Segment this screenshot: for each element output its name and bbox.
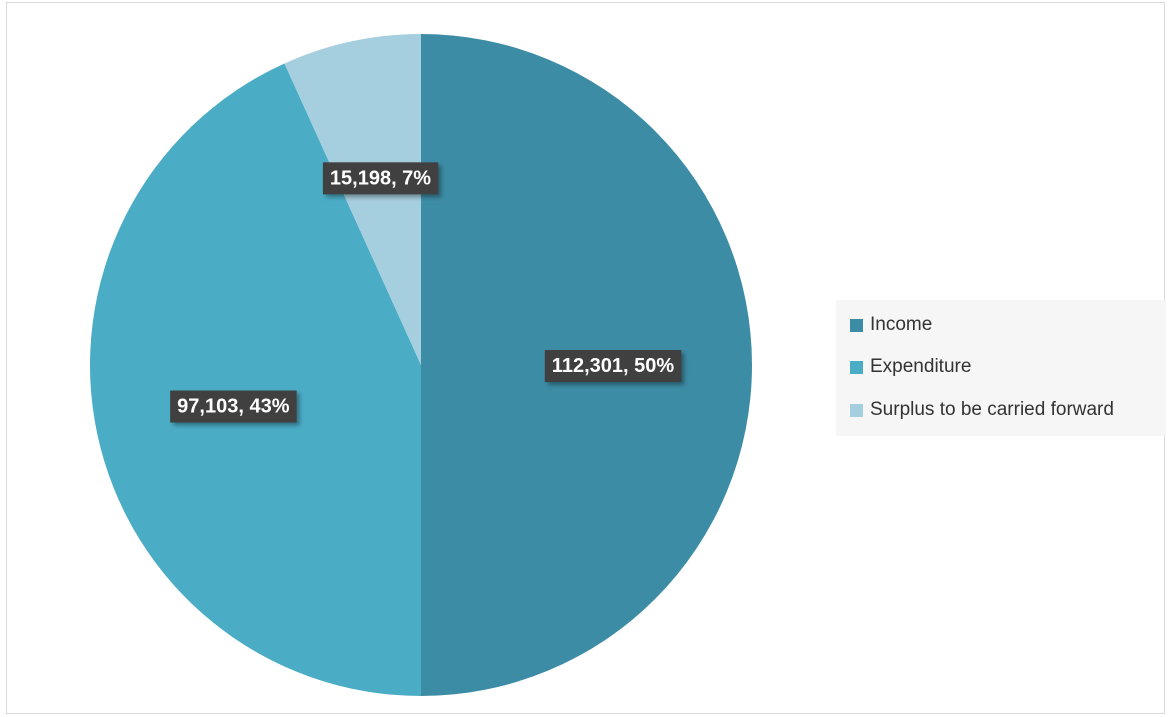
legend-label-income: Income bbox=[870, 314, 933, 335]
legend-item-income: Income bbox=[850, 314, 932, 336]
chart-frame: 112,301, 50% 97,103, 43% 15,198, 7% Income… bbox=[6, 2, 1166, 714]
data-label-surplus-to-be-carried-forward: 15,198, 7% bbox=[322, 162, 439, 195]
legend-item-surplus: Surplus to be carried forward bbox=[850, 399, 1114, 421]
legend-label-surplus: Surplus to be carried forward bbox=[870, 399, 1114, 420]
data-label-expenditure: 97,103, 43% bbox=[170, 390, 297, 423]
legend-swatch-income bbox=[850, 318, 863, 332]
data-label-text: 15,198, 7% bbox=[330, 167, 431, 189]
data-label-box bbox=[170, 390, 297, 423]
legend-item-expenditure: Expenditure bbox=[850, 356, 971, 378]
pie-chart: 112,301, 50% 97,103, 43% 15,198, 7% bbox=[89, 34, 752, 696]
data-label-text: 97,103, 43% bbox=[177, 396, 290, 418]
legend-swatch-surplus bbox=[850, 403, 863, 417]
data-label-income: 112,301, 50% bbox=[544, 350, 682, 382]
legend-label-expenditure: Expenditure bbox=[870, 356, 972, 377]
data-label-text: 112,301, 50% bbox=[552, 355, 675, 377]
pie-slice-expenditure bbox=[89, 63, 421, 696]
pie-slice-surplus-to-be-carried-forward bbox=[284, 34, 421, 365]
legend: Income Expenditure Surplus to be carried… bbox=[836, 300, 1166, 436]
legend-swatch-expenditure bbox=[850, 360, 863, 374]
data-label-box bbox=[544, 350, 682, 382]
data-label-box bbox=[322, 162, 439, 195]
